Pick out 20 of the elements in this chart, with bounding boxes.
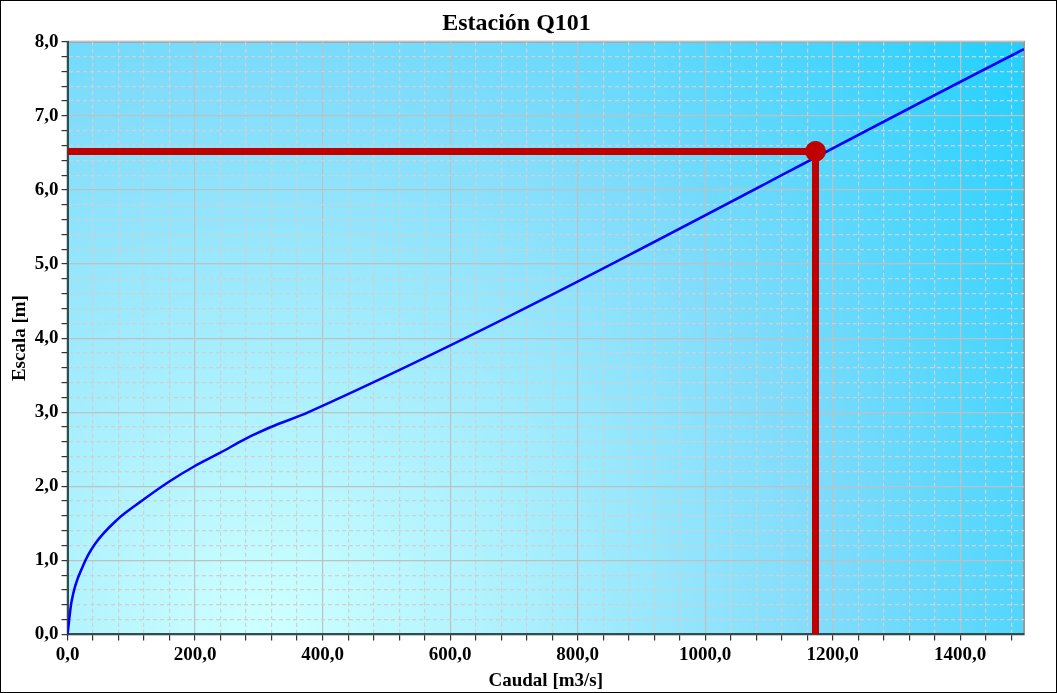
x-tick-label: 400,0 — [301, 642, 344, 664]
x-tick-label: 1200,0 — [806, 642, 859, 664]
y-tick-label: 1,0 — [34, 548, 59, 570]
y-tick-label: 7,0 — [34, 103, 59, 125]
chart-title: Estación Q101 — [442, 8, 591, 35]
y-tick-label: 3,0 — [34, 400, 59, 422]
x-tick-label: 600,0 — [428, 642, 472, 664]
x-axis-title: Caudal [m3/s] — [488, 668, 604, 690]
y-tick-label: 6,0 — [34, 177, 59, 199]
x-tick-label: 800,0 — [556, 642, 600, 664]
x-tick-label: 200,0 — [173, 642, 217, 664]
x-tick-label: 1400,0 — [934, 642, 987, 664]
y-tick-label: 8,0 — [34, 29, 59, 51]
y-tick-label: 5,0 — [34, 251, 59, 273]
y-axis-title: Escala [m] — [8, 295, 30, 382]
x-tick-label: 1000,0 — [679, 642, 732, 664]
x-tick-label: 0,0 — [55, 642, 80, 664]
y-tick-label: 0,0 — [34, 622, 59, 644]
y-tick-label: 2,0 — [34, 474, 59, 496]
y-tick-label: 4,0 — [34, 326, 59, 348]
